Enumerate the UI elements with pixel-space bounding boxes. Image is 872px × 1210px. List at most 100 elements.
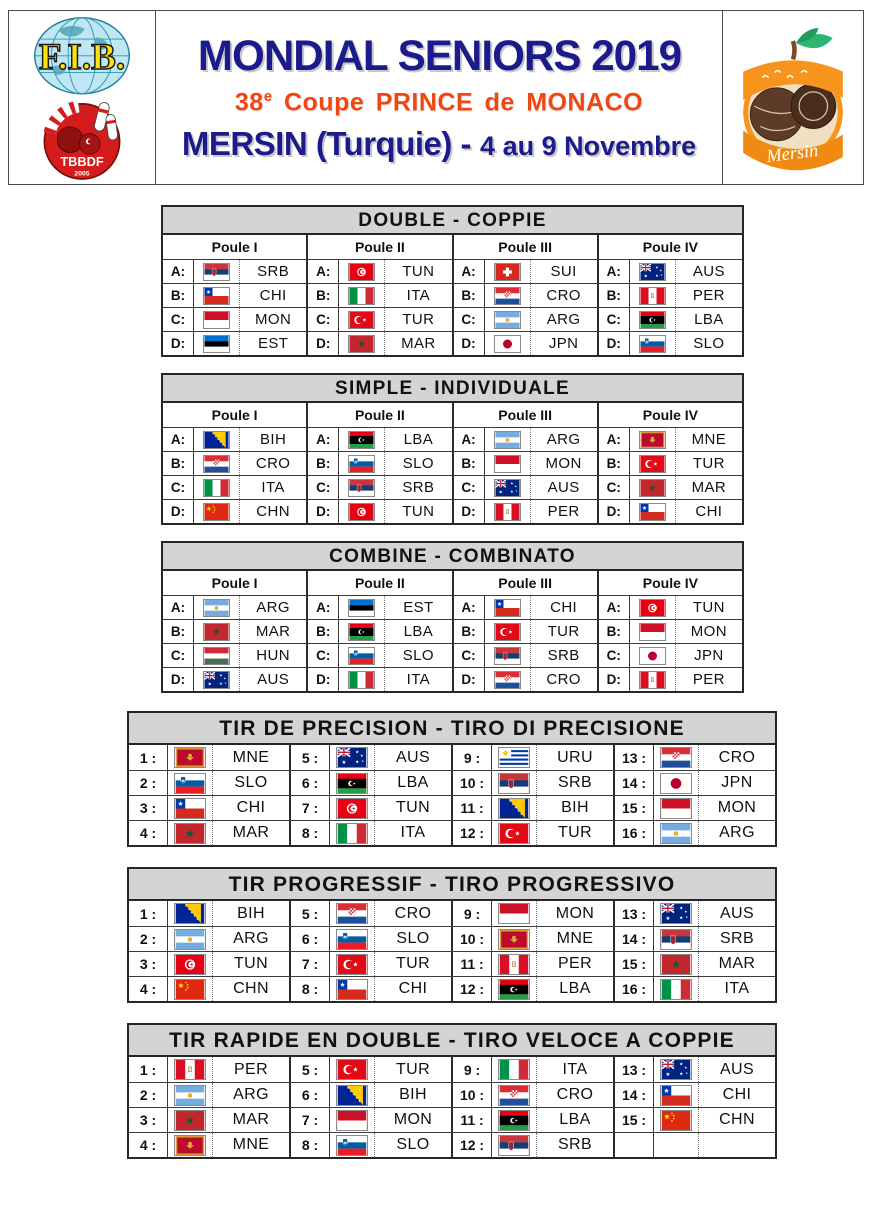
numbered-entry: 3 : CHI (129, 796, 289, 820)
flag-cro-icon (493, 670, 521, 689)
country-code: CHI (259, 287, 287, 304)
country-code: TUR (547, 623, 580, 640)
flag-mon-icon (498, 903, 530, 924)
country-code: ARG (256, 599, 290, 616)
position-letter: B: (454, 284, 485, 307)
country-code: BIH (561, 799, 589, 816)
flag-lba-icon (348, 430, 376, 449)
position-number: 12 : (453, 821, 492, 845)
numbered-table: TIR DE PRECISION - TIRO DI PRECISIONE 1 :… (127, 711, 777, 847)
numbered-entry: 7 : TUN (289, 796, 451, 820)
country-code: JPN (548, 335, 579, 352)
country-code: CHN (256, 503, 290, 520)
numbered-entry: 6 : BIH (289, 1083, 451, 1107)
flag-cell (630, 332, 676, 355)
pool-entry: C: ITA (163, 476, 306, 499)
flag-mne-icon (174, 747, 206, 768)
flag-arg-icon (493, 310, 521, 329)
position-letter: A: (163, 428, 194, 451)
flag-cro-icon (660, 747, 692, 768)
country-code: SLO (396, 1136, 430, 1153)
subtitle-number: 38 (234, 88, 264, 117)
flag-srb-icon (498, 772, 530, 794)
flag-aus-icon (660, 1059, 692, 1080)
numbered-entry: 16 : ARG (613, 821, 775, 845)
pool-entry: A: AUS (596, 260, 742, 283)
flag-est-icon (348, 598, 376, 617)
flag-cro-icon (203, 454, 230, 473)
position-number: 15 : (615, 1108, 654, 1132)
position-number: 9 : (453, 1057, 492, 1082)
pool-entry: C: MON (163, 308, 306, 331)
numbered-entry: 9 : MON (451, 901, 613, 926)
flag-mon-icon (203, 310, 230, 329)
country-code: BIH (237, 904, 265, 922)
numbered-entry: 10 : SRB (451, 771, 613, 795)
country-code: LBA (559, 980, 591, 997)
position-letter: C: (308, 308, 340, 331)
table-row: 1 : BIH 5 : CRO 9 : MON 13 : AUS (129, 901, 775, 926)
pool-entry: B: MAR (163, 620, 306, 643)
pool-entry: B: LBA (306, 620, 451, 643)
flag-cell (194, 620, 240, 643)
position-letter: D: (454, 500, 485, 523)
position-number: 13 : (615, 1057, 654, 1082)
pool-entry: D: JPN (451, 332, 597, 355)
country-code: ITA (261, 479, 285, 496)
country-code: SLO (693, 335, 725, 352)
pool-entry: B: MON (596, 620, 742, 643)
country-code: TUN (395, 799, 431, 816)
table-title: SIMPLE - INDIVIDUALE (163, 375, 742, 403)
flag-tun-icon (348, 502, 376, 521)
country-code: LBA (403, 623, 434, 640)
table-row: D: EST D: MAR D: JPN D: SLO (163, 331, 742, 355)
position-letter: A: (599, 428, 630, 451)
flag-cell (339, 428, 386, 451)
flag-cell (330, 1108, 375, 1132)
position-number: 7 : (291, 796, 330, 820)
header-logo-right: Mersin (722, 11, 863, 184)
country-code: EST (257, 335, 289, 352)
flag-cell (194, 308, 240, 331)
numbered-entry: 1 : BIH (129, 901, 289, 926)
country-code: ARG (546, 311, 581, 328)
position-number: 8 : (291, 1133, 330, 1157)
flag-jpn-icon (493, 334, 521, 353)
flag-cell (339, 644, 386, 667)
header: F.I.B. TBBDF 2005 MONDIAL SENIORS 2019 3… (8, 10, 864, 185)
flag-cell (168, 977, 213, 1001)
flag-ita-icon (660, 978, 692, 1000)
flag-cell (492, 901, 537, 926)
position-letter: B: (163, 620, 194, 643)
country-code: BIH (260, 431, 287, 448)
pool-table: COMBINE - COMBINATO Poule I Poule II Poule … (161, 541, 744, 693)
flag-mon-icon (493, 454, 521, 473)
numbered-entry: 5 : CRO (289, 901, 451, 926)
country-code: SRB (547, 647, 580, 664)
position-number: 4 : (129, 821, 168, 845)
position-number: 5 : (291, 1057, 330, 1082)
country-code: AUS (257, 671, 290, 688)
table-row: 3 : TUN 7 : TUR 11 : PER 15 : MAR (129, 951, 775, 976)
pool-entry: B: SLO (306, 452, 451, 475)
pool-entry: C: JPN (596, 644, 742, 667)
flag-srb-icon (493, 646, 521, 665)
country-code: MAR (232, 824, 270, 841)
flag-per-icon (174, 1059, 206, 1080)
country-code: MAR (691, 479, 727, 496)
numbered-entry: 5 : AUS (289, 745, 451, 770)
pool-entry: D: PER (596, 668, 742, 691)
position-letter: A: (308, 596, 340, 619)
country-code: JPN (694, 647, 724, 664)
pool-entry: B: TUR (451, 620, 597, 643)
position-letter: A: (163, 260, 194, 283)
position-number: 14 : (615, 927, 654, 951)
position-number: 16 : (615, 977, 654, 1001)
flag-slo-icon (336, 1134, 368, 1156)
flag-cell (485, 500, 531, 523)
flag-aus-icon (660, 903, 692, 924)
flag-aus-icon (493, 478, 521, 497)
flag-cell (339, 476, 386, 499)
flag-arg-icon (660, 822, 692, 844)
table-row: B: CHI B: ITA B: CRO B: PER (163, 283, 742, 307)
